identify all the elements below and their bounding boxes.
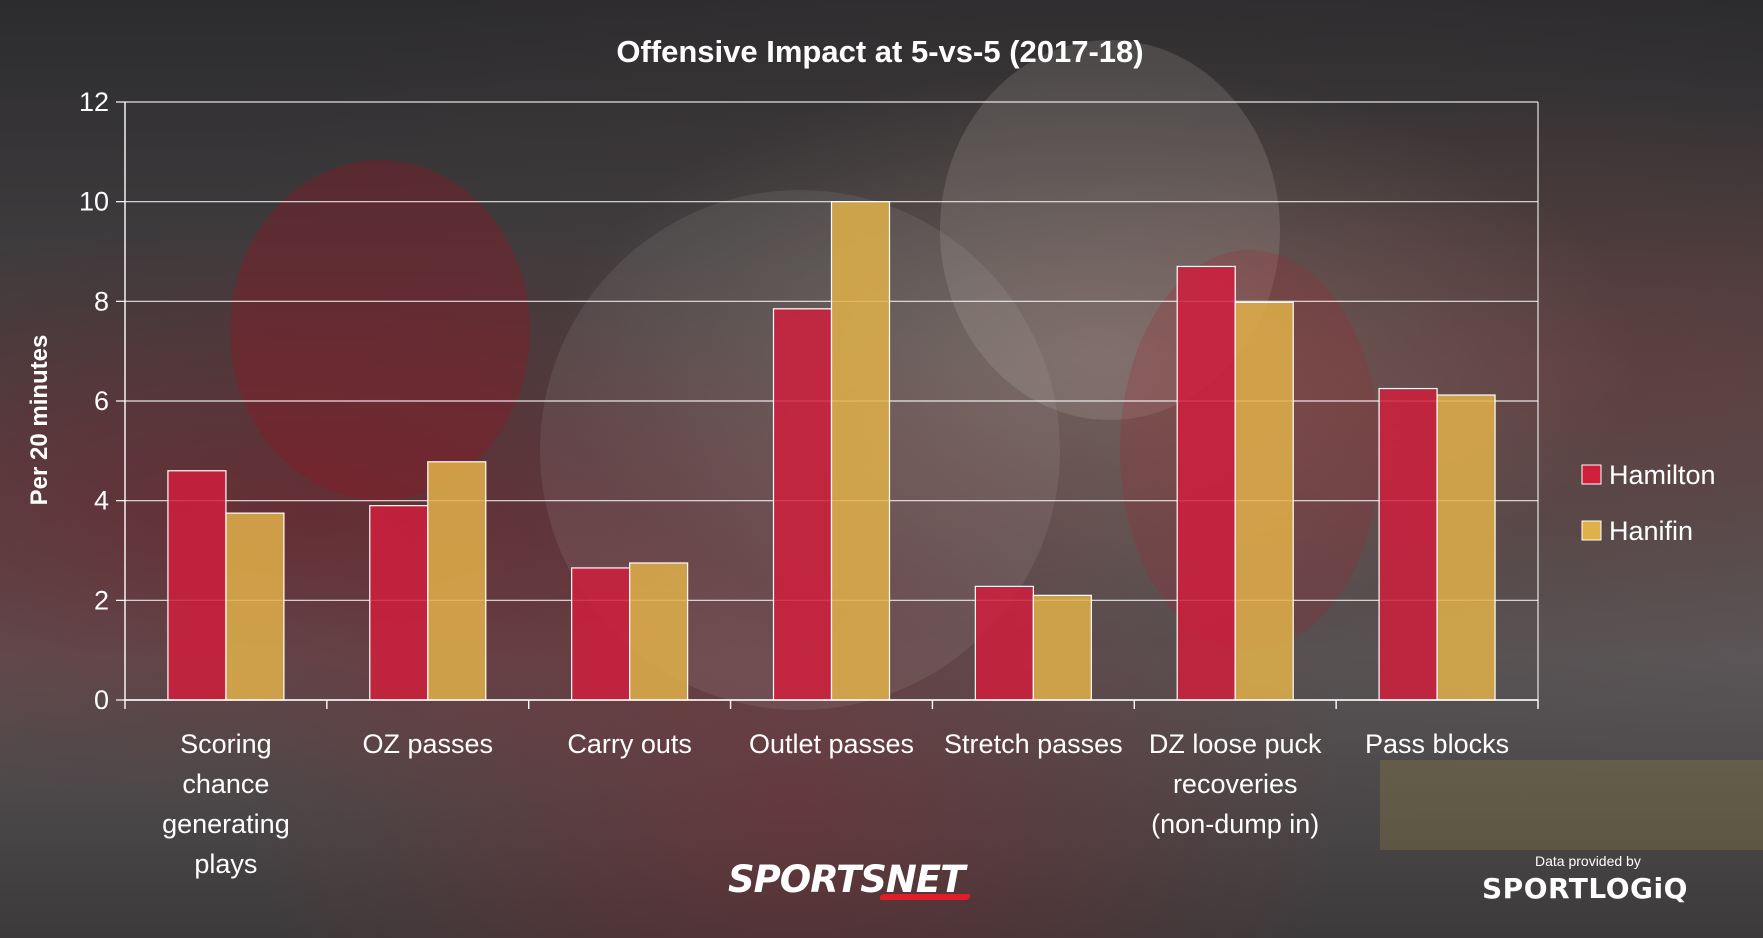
- bar-hamilton-1: [369, 505, 429, 701]
- x-axis: [124, 699, 1539, 709]
- bar-hamilton-4: [974, 585, 1034, 701]
- category-label: Carry outs: [567, 729, 692, 759]
- y-axis-ticks: 0 2 4 6 8 10 12: [79, 87, 126, 715]
- y-tick-label: 6: [94, 386, 109, 416]
- category-label: OZ passes: [363, 729, 494, 759]
- legend-label-hanifin: Hanifin: [1609, 516, 1693, 546]
- category-label: plays: [194, 849, 257, 879]
- bar-hamilton-0: [167, 470, 227, 701]
- sportsnet-logo: SPORTSNET: [728, 858, 965, 901]
- sportsnet-logo-swoosh: [878, 894, 972, 900]
- y-tick-label: 8: [94, 286, 109, 316]
- sportlogiq-logo: SPORTLOGiQ: [1482, 872, 1688, 905]
- legend-swatch-hanifin: [1581, 520, 1602, 541]
- category-label: Pass blocks: [1365, 729, 1509, 759]
- y-tick-label: 10: [79, 187, 109, 217]
- category-label: (non-dump in): [1151, 809, 1319, 839]
- category-label: Stretch passes: [944, 729, 1123, 759]
- data-credit-label: Data provided by: [1535, 853, 1641, 869]
- y-tick-label: 12: [79, 87, 109, 117]
- category-label: generating: [162, 809, 290, 839]
- category-label: chance: [182, 769, 269, 799]
- y-tick-label: 0: [94, 685, 109, 715]
- bar-hanifin-4: [1032, 594, 1092, 701]
- category-labels: Scoring chance generating plays OZ passes Car…: [162, 729, 1509, 879]
- legend-label-hamilton: Hamilton: [1609, 460, 1716, 490]
- legend: Hamilton Hanifin: [1581, 460, 1716, 546]
- legend-swatch-hamilton: [1581, 464, 1602, 485]
- category-label: Scoring: [180, 729, 272, 759]
- y-tick-label: 4: [94, 486, 109, 516]
- bar-hanifin-5: [1234, 301, 1294, 701]
- bar-hanifin-1: [427, 461, 487, 701]
- category-label: Outlet passes: [749, 729, 914, 759]
- category-label: DZ loose puck: [1149, 729, 1322, 759]
- bar-hanifin-0: [225, 512, 285, 701]
- bars: [167, 201, 1496, 701]
- bar-hanifin-6: [1436, 394, 1496, 701]
- chart-title: Offensive Impact at 5-vs-5 (2017-18): [616, 34, 1143, 69]
- category-label: recoveries: [1173, 769, 1298, 799]
- bar-hamilton-5: [1176, 265, 1236, 701]
- bar-hanifin-3: [830, 201, 891, 701]
- y-tick-label: 2: [94, 585, 109, 615]
- bar-hamilton-6: [1378, 387, 1438, 701]
- bar-hanifin-2: [629, 562, 689, 701]
- y-axis-label: Per 20 minutes: [26, 335, 53, 506]
- bar-hamilton-2: [571, 567, 631, 701]
- bar-hamilton-3: [772, 308, 833, 701]
